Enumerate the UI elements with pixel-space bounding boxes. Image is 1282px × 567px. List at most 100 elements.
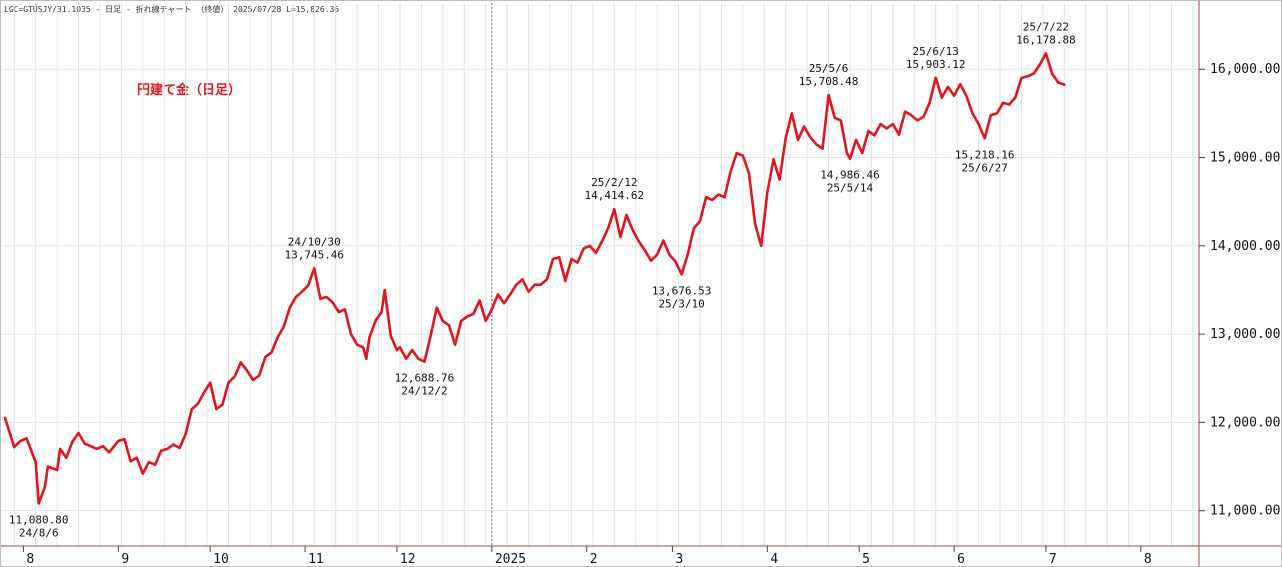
data-point [209, 381, 211, 384]
annotation-text: 24/8/6 [19, 527, 59, 540]
data-point [390, 335, 392, 337]
data-point [607, 227, 609, 229]
annotation-text: 25/5/6 [809, 62, 849, 75]
data-point [240, 361, 242, 364]
annotation-text: 12,688.76 [395, 372, 455, 385]
data-point [904, 110, 906, 113]
annotation-text: 25/2/12 [591, 176, 637, 189]
data-point [276, 336, 279, 339]
data-point [965, 94, 968, 97]
annotation-text: 24/10/30 [288, 235, 341, 248]
data-point [102, 445, 104, 448]
data-point [13, 446, 15, 448]
data-point [680, 273, 683, 276]
x-tick-label: 2025 [495, 552, 526, 566]
data-point [148, 461, 150, 463]
data-point [803, 125, 805, 128]
data-point [846, 152, 848, 154]
y-tick-label: 15,000.00 [1210, 151, 1280, 166]
data-point [344, 308, 346, 311]
data-point [892, 123, 894, 125]
data-point [172, 443, 175, 446]
series-line [3, 52, 1066, 505]
data-point [227, 381, 230, 384]
data-point [399, 346, 401, 349]
y-tick-label: 16,000.00 [1210, 62, 1280, 77]
data-point [861, 152, 863, 154]
chart-title: 円建て金（日足） [137, 82, 241, 98]
data-point [898, 133, 900, 136]
data-point [717, 193, 720, 196]
annotation-text: 25/6/13 [913, 45, 959, 58]
data-point [123, 438, 126, 441]
data-point [521, 278, 524, 281]
data-point [56, 469, 58, 471]
data-point [693, 227, 695, 229]
data-point [1020, 77, 1023, 79]
data-point [258, 374, 261, 377]
y-axis-ticks: 11,000.00 12,000.00 13,000.00 14,000.00 15,0… [1199, 62, 1280, 519]
series-group [3, 52, 1066, 505]
data-point [503, 302, 505, 305]
data-point [711, 199, 713, 201]
data-point [491, 308, 493, 311]
data-point [331, 301, 334, 304]
data-point [71, 441, 74, 443]
data-point [601, 240, 603, 243]
data-point [723, 196, 726, 198]
data-point [478, 299, 481, 302]
data-point [910, 114, 912, 116]
annotation-text: 15,708.48 [799, 75, 859, 88]
data-point [815, 143, 818, 146]
data-point [96, 448, 98, 450]
annotation-text: 11,080.80 [9, 514, 69, 527]
data-point [797, 139, 799, 141]
y-tick-label: 11,000.00 [1210, 504, 1280, 519]
x-tick-label: 6 [957, 552, 965, 566]
data-point [742, 154, 744, 157]
data-point [729, 170, 732, 173]
data-point [135, 456, 138, 459]
data-point [873, 134, 876, 137]
data-point [295, 296, 297, 298]
data-point [4, 417, 6, 419]
data-point [19, 440, 22, 442]
data-point [996, 112, 998, 115]
data-point [833, 117, 836, 119]
data-point [885, 127, 888, 130]
data-point [448, 324, 450, 327]
data-point [435, 306, 438, 309]
data-point [59, 448, 61, 450]
data-point [1063, 83, 1066, 86]
data-point [778, 178, 781, 181]
data-point [613, 208, 616, 210]
x-tick-label: 7 [1049, 552, 1057, 566]
x-tick-label: 3 [675, 552, 683, 566]
data-point [365, 358, 368, 360]
data-point [1057, 81, 1059, 84]
data-point [160, 449, 162, 452]
annotation-text: 15,903.12 [906, 58, 966, 71]
data-point [356, 343, 358, 346]
data-point [37, 502, 40, 505]
data-point [289, 306, 291, 309]
data-point [166, 448, 169, 450]
data-point [754, 222, 756, 225]
data-point [582, 247, 585, 250]
data-point [142, 472, 144, 475]
data-point [246, 369, 248, 372]
x-tick-label: 2 [590, 552, 598, 566]
x-tick-label: 8 [26, 552, 34, 566]
data-point [650, 260, 652, 262]
annotation-text: 14,414.62 [584, 189, 644, 202]
data-point [564, 280, 567, 282]
x-tick-label: 10 [213, 552, 229, 566]
data-point [221, 403, 224, 406]
data-point [466, 315, 469, 318]
data-point [656, 253, 658, 256]
